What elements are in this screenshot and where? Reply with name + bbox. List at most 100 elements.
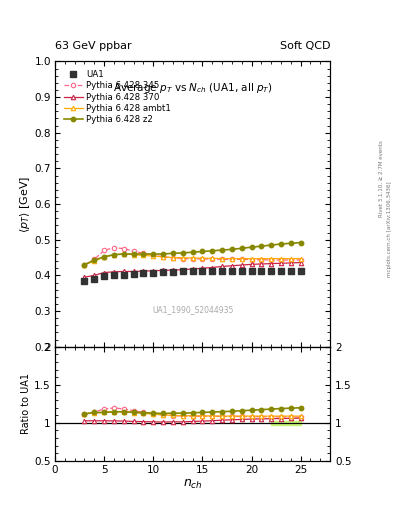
Y-axis label: Ratio to UA1: Ratio to UA1: [22, 373, 31, 434]
Text: Rivet 3.1.10, ≥ 2.7M events: Rivet 3.1.10, ≥ 2.7M events: [379, 140, 384, 217]
UA1: [151, 269, 156, 275]
Pythia 6.428 z2: [269, 242, 274, 248]
Pythia 6.428 z2: [239, 245, 244, 251]
UA1: [121, 271, 126, 278]
UA1: [239, 268, 244, 274]
Pythia 6.428 ambt1: [279, 255, 283, 262]
Pythia 6.428 ambt1: [200, 255, 205, 261]
Pythia 6.428 370: [220, 263, 224, 269]
Pythia 6.428 ambt1: [220, 255, 224, 262]
Polygon shape: [271, 421, 301, 425]
UA1: [220, 268, 224, 274]
UA1: [82, 278, 87, 284]
Pythia 6.428 345: [141, 250, 146, 257]
Pythia 6.428 370: [112, 269, 116, 275]
Pythia 6.428 370: [121, 268, 126, 274]
Pythia 6.428 370: [151, 268, 156, 274]
Pythia 6.428 ambt1: [249, 255, 254, 262]
Pythia 6.428 345: [131, 248, 136, 254]
Pythia 6.428 370: [239, 262, 244, 268]
Pythia 6.428 345: [121, 246, 126, 252]
Pythia 6.428 ambt1: [102, 254, 107, 260]
Line: UA1: UA1: [82, 269, 303, 283]
Text: Average $p_T$ vs $N_{ch}$ (UA1, all $p_T$): Average $p_T$ vs $N_{ch}$ (UA1, all $p_T…: [113, 81, 272, 95]
Pythia 6.428 345: [151, 252, 156, 258]
Text: UA1_1990_S2044935: UA1_1990_S2044935: [152, 305, 233, 314]
Pythia 6.428 370: [92, 272, 97, 279]
Pythia 6.428 z2: [180, 250, 185, 256]
Pythia 6.428 ambt1: [269, 255, 274, 262]
Pythia 6.428 ambt1: [131, 251, 136, 258]
Pythia 6.428 ambt1: [112, 251, 116, 258]
Pythia 6.428 z2: [141, 251, 146, 257]
Pythia 6.428 ambt1: [210, 255, 215, 261]
Pythia 6.428 345: [220, 257, 224, 263]
Pythia 6.428 ambt1: [190, 255, 195, 261]
Pythia 6.428 ambt1: [151, 253, 156, 259]
UA1: [131, 271, 136, 277]
UA1: [190, 268, 195, 274]
Pythia 6.428 z2: [82, 262, 87, 268]
Pythia 6.428 ambt1: [141, 252, 146, 259]
Pythia 6.428 345: [190, 255, 195, 262]
Pythia 6.428 ambt1: [239, 255, 244, 262]
Pythia 6.428 ambt1: [298, 255, 303, 262]
Legend: UA1, Pythia 6.428 345, Pythia 6.428 370, Pythia 6.428 ambt1, Pythia 6.428 z2: UA1, Pythia 6.428 345, Pythia 6.428 370,…: [62, 69, 173, 125]
Pythia 6.428 345: [180, 255, 185, 262]
UA1: [112, 272, 116, 279]
UA1: [171, 269, 175, 275]
Pythia 6.428 345: [298, 257, 303, 263]
Pythia 6.428 345: [112, 245, 116, 251]
Pythia 6.428 z2: [279, 241, 283, 247]
Pythia 6.428 345: [259, 257, 264, 263]
Pythia 6.428 ambt1: [180, 255, 185, 261]
Pythia 6.428 345: [239, 257, 244, 263]
Text: Soft QCD: Soft QCD: [280, 41, 330, 51]
UA1: [102, 273, 107, 279]
Pythia 6.428 z2: [298, 240, 303, 246]
Pythia 6.428 z2: [190, 249, 195, 255]
UA1: [269, 268, 274, 274]
Pythia 6.428 z2: [259, 243, 264, 249]
Pythia 6.428 345: [171, 255, 175, 261]
Y-axis label: $\langle p_T\rangle$ [GeV]: $\langle p_T\rangle$ [GeV]: [18, 176, 31, 232]
Pythia 6.428 ambt1: [92, 258, 97, 264]
Pythia 6.428 z2: [210, 248, 215, 254]
Pythia 6.428 z2: [92, 257, 97, 263]
Pythia 6.428 z2: [131, 251, 136, 257]
Pythia 6.428 370: [269, 261, 274, 267]
UA1: [279, 268, 283, 274]
Pythia 6.428 370: [161, 267, 165, 273]
Pythia 6.428 345: [82, 262, 87, 268]
UA1: [92, 276, 97, 282]
Pythia 6.428 345: [210, 256, 215, 262]
UA1: [200, 268, 205, 274]
Pythia 6.428 345: [200, 256, 205, 262]
Line: Pythia 6.428 370: Pythia 6.428 370: [82, 260, 303, 280]
UA1: [161, 269, 165, 275]
Pythia 6.428 370: [259, 261, 264, 267]
UA1: [141, 270, 146, 276]
Line: Pythia 6.428 345: Pythia 6.428 345: [82, 245, 303, 268]
Pythia 6.428 ambt1: [259, 255, 264, 262]
UA1: [210, 268, 215, 274]
Pythia 6.428 345: [161, 254, 165, 260]
Pythia 6.428 370: [298, 260, 303, 266]
Pythia 6.428 370: [102, 269, 107, 275]
Pythia 6.428 z2: [230, 246, 234, 252]
UA1: [230, 268, 234, 274]
Pythia 6.428 345: [249, 257, 254, 263]
Pythia 6.428 370: [288, 260, 293, 266]
Pythia 6.428 z2: [171, 250, 175, 257]
Pythia 6.428 z2: [151, 251, 156, 257]
Pythia 6.428 z2: [161, 251, 165, 257]
Pythia 6.428 z2: [102, 254, 107, 260]
Pythia 6.428 345: [269, 257, 274, 263]
Pythia 6.428 ambt1: [230, 255, 234, 262]
Text: mcplots.cern.ch [arXiv:1306.3436]: mcplots.cern.ch [arXiv:1306.3436]: [387, 182, 391, 278]
Pythia 6.428 345: [279, 257, 283, 263]
Pythia 6.428 370: [190, 266, 195, 272]
Pythia 6.428 345: [230, 257, 234, 263]
Pythia 6.428 345: [288, 257, 293, 263]
Pythia 6.428 ambt1: [121, 251, 126, 257]
